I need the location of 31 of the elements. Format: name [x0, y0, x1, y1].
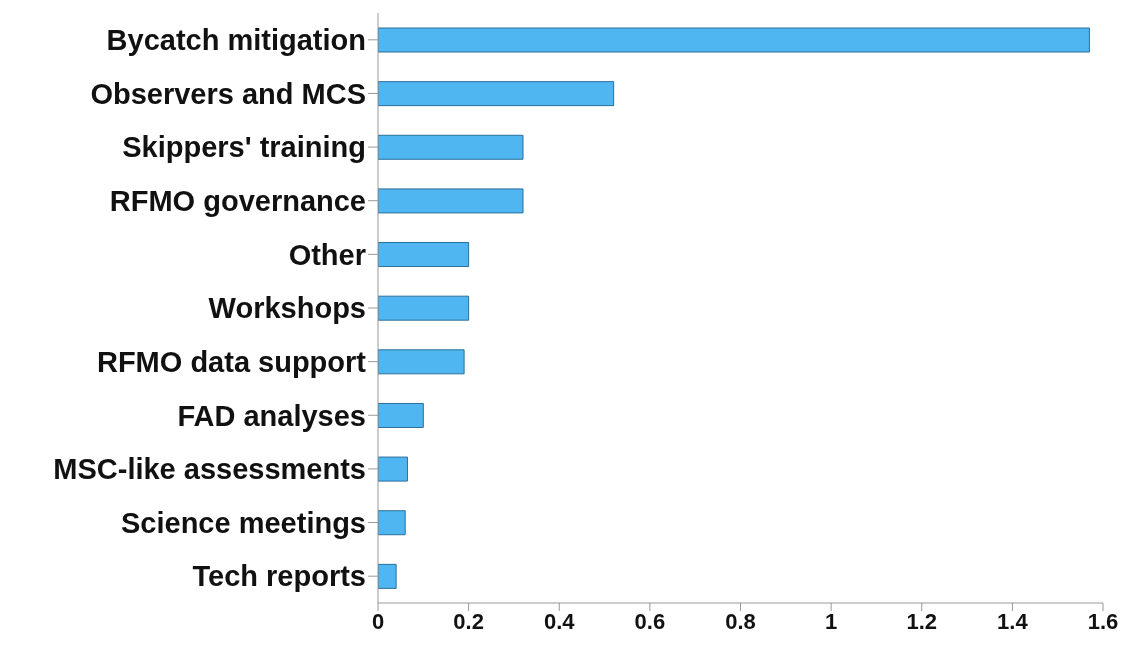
y-tick-label: RFMO data support [96, 345, 367, 378]
x-tick-label: 0 [371, 608, 385, 634]
y-tick-label: Bycatch mitigation [106, 24, 366, 57]
x-tick-label: 0.8 [725, 608, 756, 634]
bar [378, 456, 408, 482]
x-tick-label: 1 [825, 608, 838, 634]
bar [378, 27, 1090, 53]
bar [378, 349, 465, 375]
x-tick-label: 0.6 [634, 608, 666, 634]
y-tick-label: Tech reports [192, 560, 366, 593]
y-tick-label: Skippers' training [122, 131, 366, 164]
y-tick-label: Workshops [208, 292, 366, 325]
y-tick-label: Observers and MCS [90, 77, 366, 110]
bar [378, 563, 397, 589]
x-tick-label: 1.2 [906, 608, 938, 634]
y-tick-label: RFMO governance [109, 185, 366, 218]
y-tick-label: FAD analyses [177, 399, 366, 432]
x-tick-label: 1.6 [1087, 608, 1119, 634]
y-tick-label: MSC-like assessments [53, 453, 366, 486]
x-tick-label: 1.4 [997, 608, 1029, 634]
bar [378, 242, 470, 268]
bar [378, 134, 524, 160]
y-tick-label: Other [288, 238, 366, 271]
bar [378, 402, 424, 428]
bar [378, 188, 524, 214]
bar [378, 81, 615, 107]
bar [378, 510, 406, 536]
x-tick-label: 0.4 [543, 608, 576, 634]
bar [378, 295, 470, 321]
x-tick-label: 0.2 [453, 608, 484, 634]
y-tick-label: Science meetings [121, 506, 366, 539]
